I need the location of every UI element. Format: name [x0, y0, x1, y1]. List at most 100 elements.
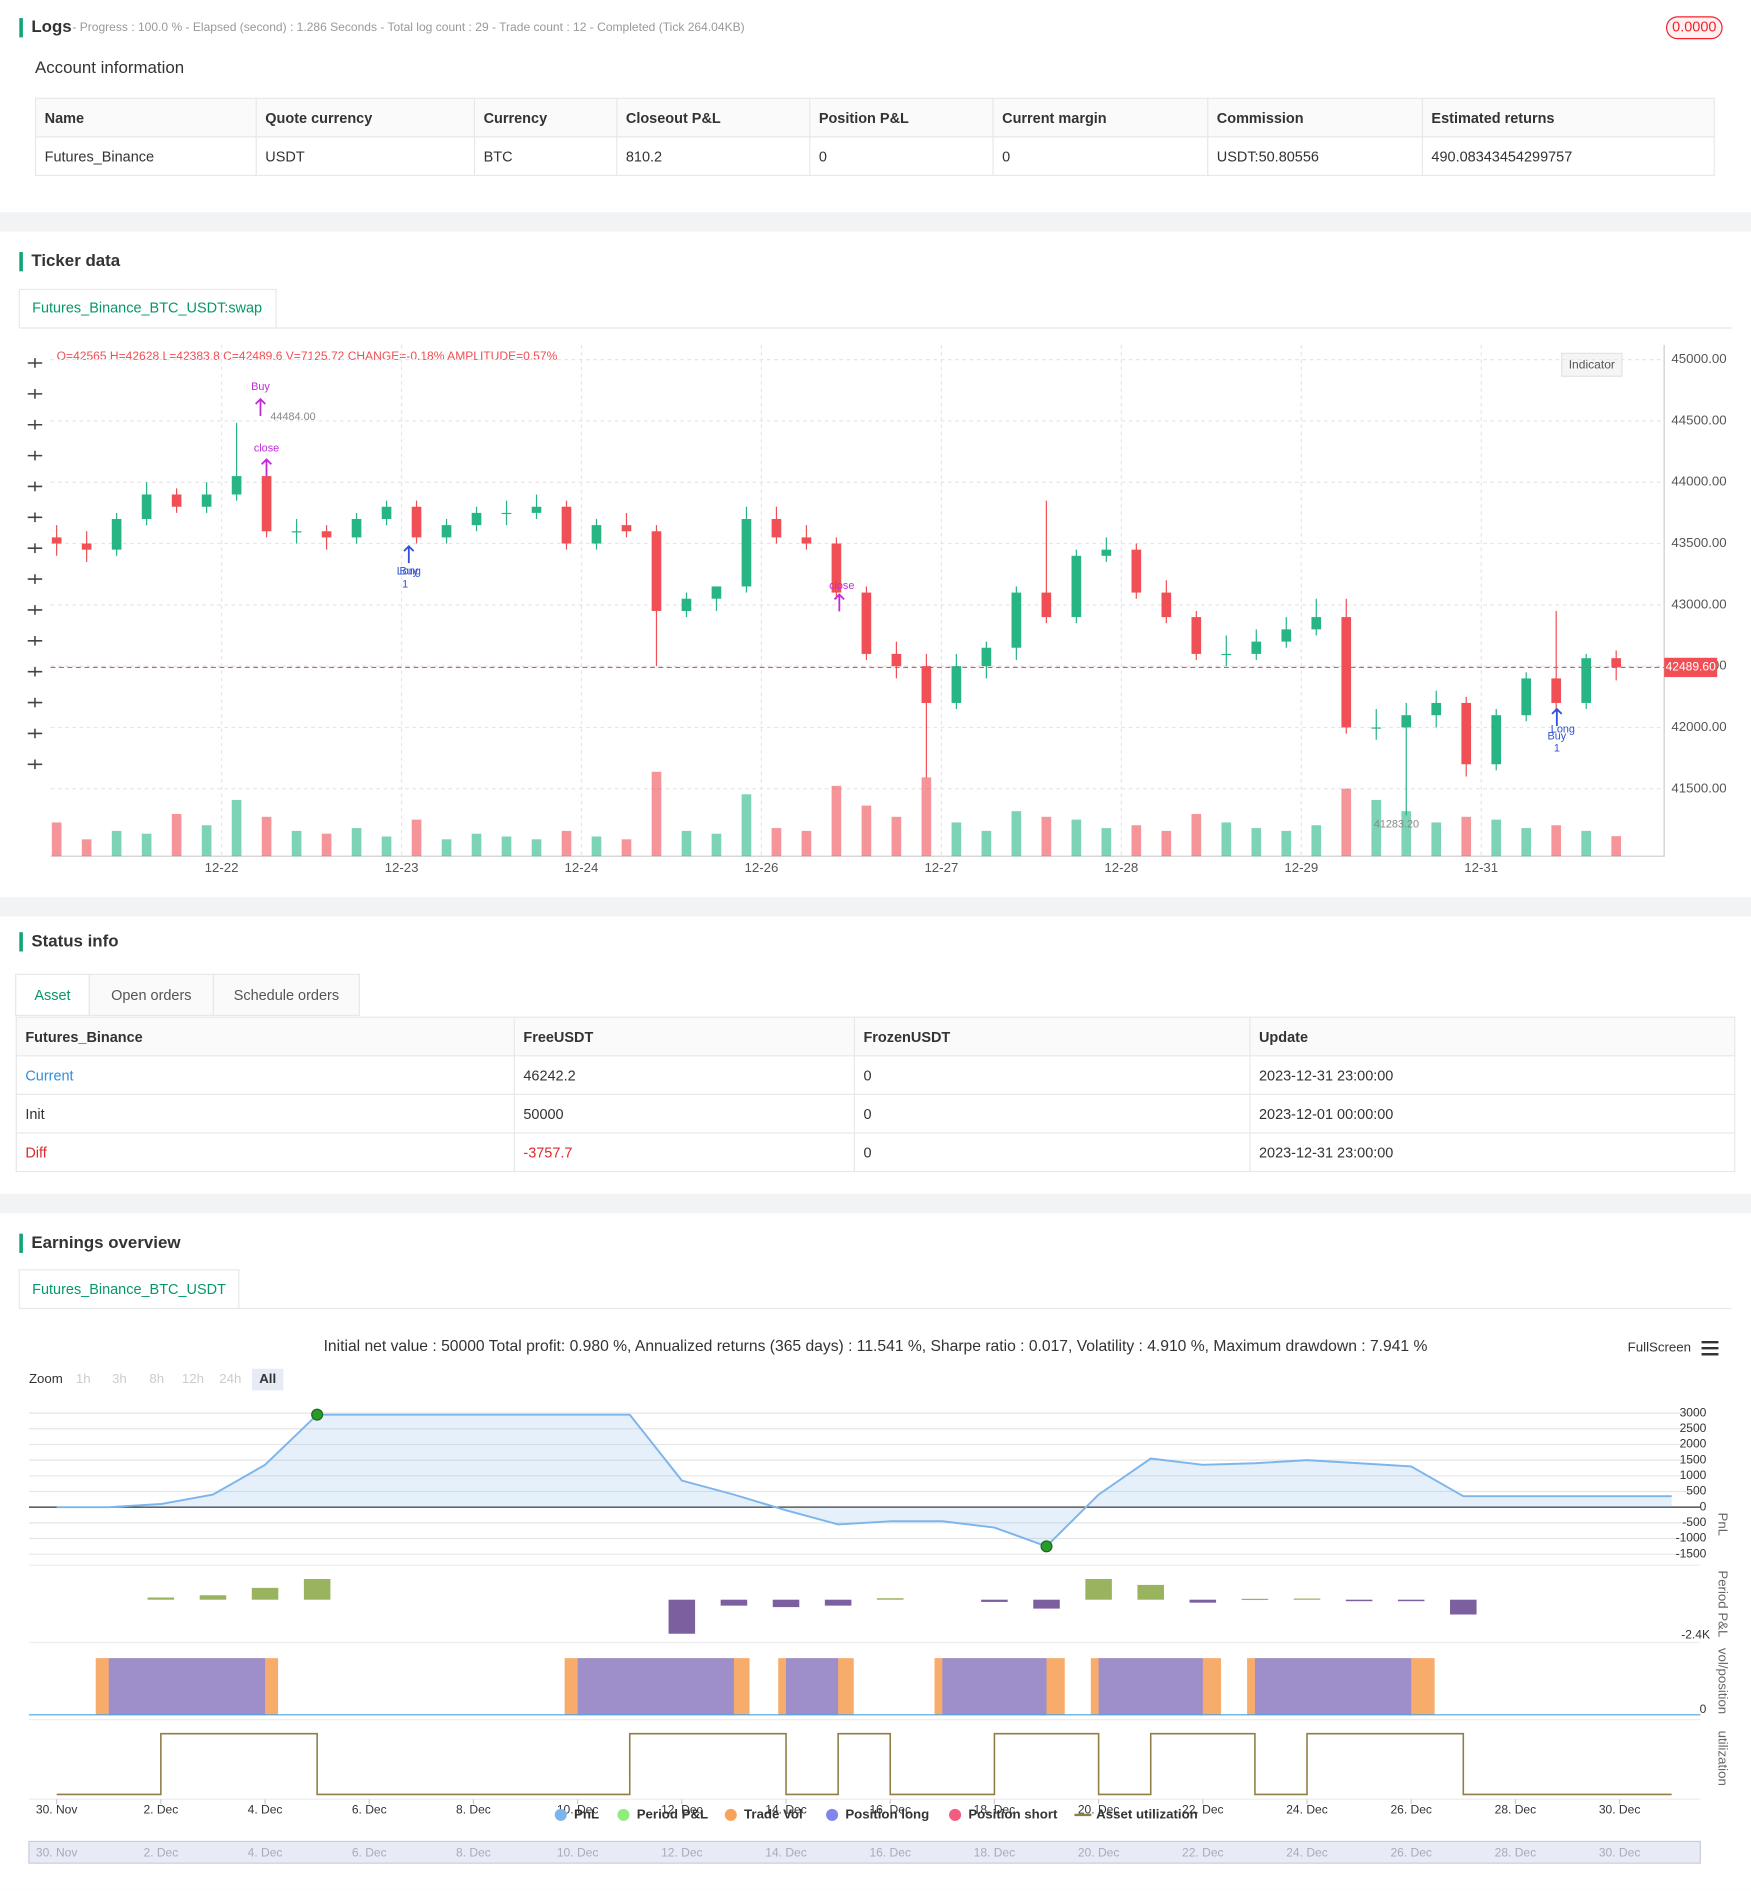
navigator-label: 2. Dec [143, 1846, 178, 1860]
position-block [786, 1658, 839, 1715]
earnings-tab[interactable]: Futures_Binance_BTC_USDT [32, 1282, 226, 1298]
zoom-button[interactable]: All [259, 1371, 276, 1386]
volume-bar [951, 822, 962, 857]
tool-icon[interactable] [27, 728, 43, 739]
tool-icon[interactable] [27, 389, 43, 399]
tool-icon[interactable] [27, 543, 43, 554]
menu-icon[interactable] [1701, 1340, 1719, 1356]
ticker-tab[interactable]: Futures_Binance_BTC_USDT:swap [32, 301, 262, 317]
tool-icon[interactable] [27, 759, 43, 770]
x-tick-label: 12-27 [924, 860, 958, 875]
legend-label[interactable]: Position long [845, 1806, 929, 1821]
candle-body [651, 531, 662, 611]
header-cell: Commission [1207, 97, 1423, 138]
zoom-button[interactable]: 12h [182, 1371, 204, 1386]
legend-label[interactable]: Asset utilization [1096, 1806, 1198, 1821]
legend-label[interactable]: PnL [574, 1806, 599, 1821]
tool-icon[interactable] [27, 605, 43, 615]
fullscreen[interactable]: FullScreen [1628, 1340, 1691, 1355]
period-bar [1345, 1599, 1373, 1602]
navigator-label: 18. Dec [974, 1846, 1016, 1860]
x-tick-label: 18. Dec [974, 1802, 1016, 1816]
trade-arrow [833, 593, 845, 612]
volume-bar [1341, 788, 1352, 857]
x-tick-label: 6. Dec [352, 1802, 387, 1816]
period-bar [199, 1595, 227, 1600]
position-block [577, 1658, 734, 1715]
cell: USDT [255, 136, 476, 177]
tab-label[interactable]: Open orders [111, 988, 191, 1004]
tab[interactable] [88, 973, 215, 1016]
tool-icon[interactable] [27, 512, 43, 523]
axis-title: utilization [1716, 1731, 1731, 1786]
cell: Init [15, 1093, 515, 1134]
legend-symbol [949, 1808, 962, 1821]
y-tick-label: 44000.00 [1671, 474, 1726, 489]
legend-symbol [554, 1808, 567, 1821]
cell: 810.2 [616, 136, 811, 177]
navigator-label: 10. Dec [557, 1846, 599, 1860]
axis-title: PnL [1716, 1512, 1731, 1536]
cell: Diff [15, 1132, 515, 1173]
indicator-label[interactable]: Indicator [1569, 358, 1615, 372]
candle-body [111, 519, 122, 550]
tool-icon[interactable] [27, 481, 43, 492]
tool-icon[interactable] [27, 450, 43, 461]
candle-body [411, 506, 422, 538]
volume-bar [651, 771, 662, 857]
tool-icon[interactable] [27, 636, 43, 646]
trade-arrow [255, 397, 266, 417]
period-bar [720, 1599, 748, 1606]
candle-body [351, 519, 362, 538]
pnl-area [56, 1414, 1672, 1547]
volume-bar [231, 799, 242, 857]
extreme-marker [1040, 1540, 1053, 1553]
legend-label[interactable]: Trade Vol [744, 1806, 803, 1821]
period-bar [772, 1599, 800, 1608]
volume-bar [1401, 811, 1412, 857]
x-tick-label: 22. Dec [1182, 1802, 1224, 1816]
zoom-active [252, 1368, 284, 1391]
navigator-label: 6. Dec [352, 1846, 387, 1860]
header-cell: Quote currency [255, 97, 476, 138]
tab[interactable] [212, 973, 360, 1016]
candle-body [831, 543, 842, 593]
zoom-button[interactable]: 24h [219, 1371, 241, 1386]
header-cell: Estimated returns [1421, 97, 1715, 138]
summary: Initial net value : 50000 Total profit: … [324, 1338, 1428, 1355]
tool-icon[interactable] [27, 574, 43, 584]
tool-icon[interactable] [27, 697, 43, 708]
volume-bar [531, 839, 542, 857]
last-price-label: 42489.60 [1666, 660, 1717, 674]
tab-label[interactable]: Schedule orders [234, 988, 339, 1004]
position-block [1098, 1658, 1203, 1715]
candle-body [171, 494, 182, 507]
x-tick-label: 24. Dec [1286, 1802, 1328, 1816]
zoom-button[interactable]: 1h [76, 1371, 91, 1386]
tool-icon[interactable] [27, 666, 43, 677]
navigator-label: 12. Dec [661, 1846, 703, 1860]
legend-label[interactable]: Period P&L [637, 1806, 708, 1821]
candle-body [1551, 678, 1562, 703]
annotation: Buy [1547, 731, 1566, 743]
candle-body [801, 537, 812, 544]
status-title: Status info [31, 931, 118, 950]
legend-label[interactable]: Position short [968, 1806, 1058, 1821]
volume-bar [561, 830, 572, 857]
cell: USDT:50.80556 [1207, 136, 1423, 177]
annotation: 41283.20 [1374, 819, 1419, 831]
candle-body [471, 512, 482, 526]
tool-icon[interactable] [27, 419, 43, 430]
period-bar [1450, 1599, 1477, 1615]
candle-body [1191, 617, 1202, 654]
volume-bar [621, 839, 632, 857]
tool-icon[interactable] [27, 358, 43, 368]
tab-label[interactable]: Asset [34, 988, 70, 1004]
x-tick-label: 2. Dec [143, 1802, 178, 1816]
y-tick-label: -500 [1682, 1515, 1706, 1529]
x-tick-label: 12-23 [385, 860, 419, 875]
cell: 50000 [513, 1093, 855, 1134]
navigator-label: 30. Nov [36, 1846, 78, 1860]
zoom-button[interactable]: 3h [112, 1371, 127, 1386]
zoom-button[interactable]: 8h [149, 1371, 164, 1386]
